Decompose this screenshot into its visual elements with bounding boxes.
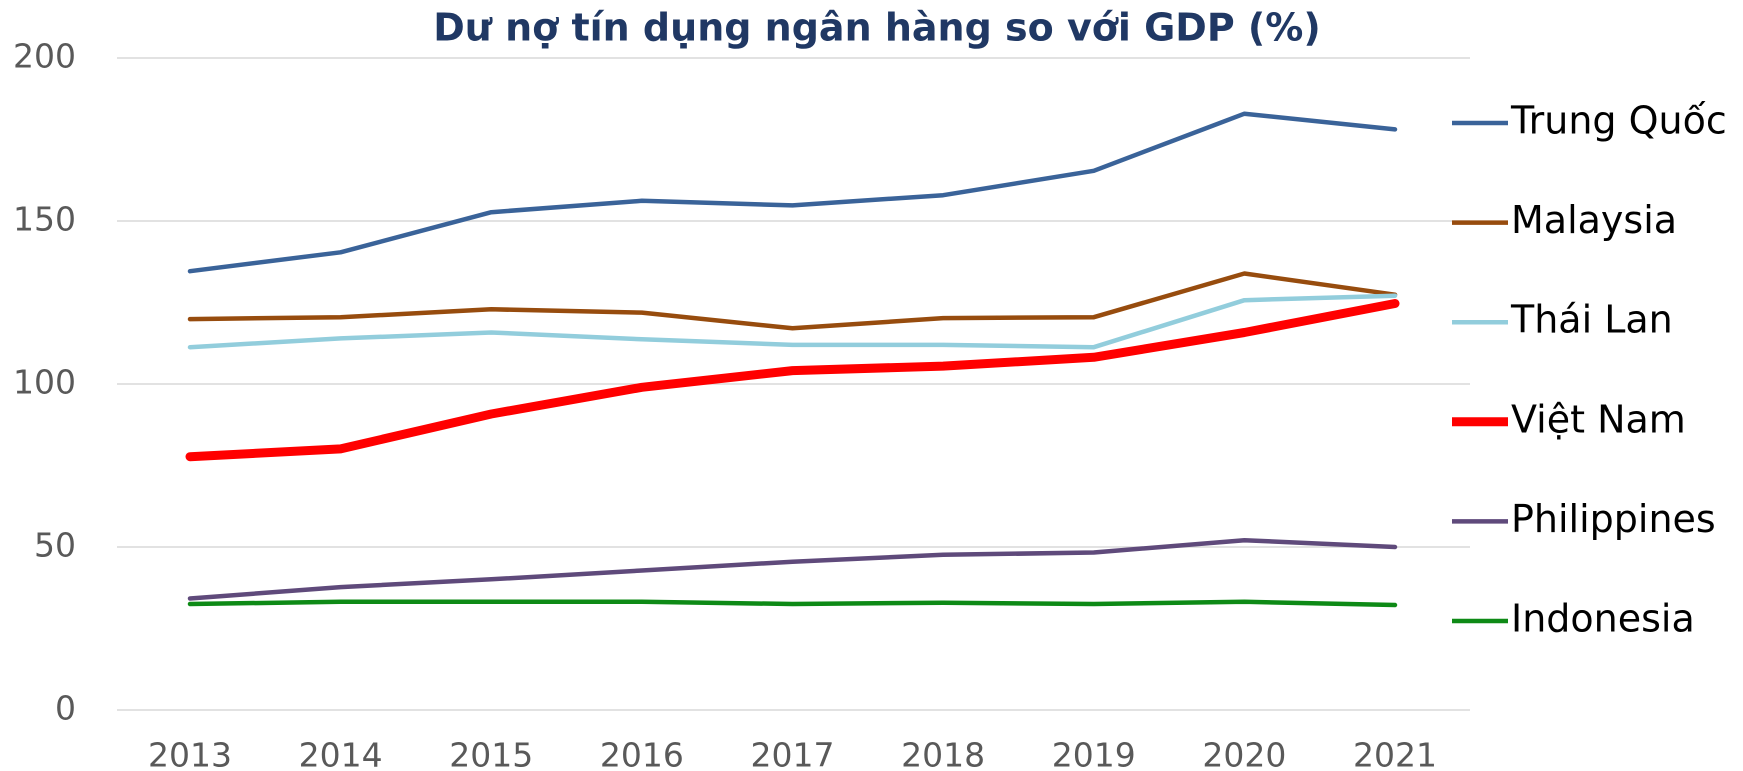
legend-label: Trung Quốc [1510,99,1727,143]
chart-title: Dư nợ tín dụng ngân hàng so với GDP (%) [433,6,1321,50]
legend-label: Indonesia [1511,597,1695,641]
series-line [187,111,1398,274]
legend-label: Thái Lan [1510,298,1673,342]
x-tick-label: 2021 [1353,736,1437,771]
y-tick-label: 200 [13,37,76,76]
y-tick-label: 0 [55,689,76,728]
x-tick-label: 2017 [751,736,835,771]
x-tick-label: 2019 [1052,736,1136,771]
y-tick-label: 50 [34,526,76,565]
series-line [187,537,1398,601]
series-line [187,599,1398,608]
x-tick-label: 2013 [148,736,232,771]
x-tick-label: 2015 [449,736,533,771]
x-tick-label: 2018 [901,736,985,771]
series-line [185,299,1400,462]
x-tick-label: 2016 [600,736,684,771]
x-tick-label: 2014 [299,736,383,771]
y-tick-label: 150 [13,200,76,239]
x-tick-label: 2020 [1202,736,1286,771]
legend-label: Việt Nam [1511,397,1686,441]
legend-label: Malaysia [1511,198,1677,242]
series-line [187,271,1398,331]
y-tick-label: 100 [13,363,76,402]
series-line [187,293,1398,350]
legend-label: Philippines [1511,497,1716,541]
